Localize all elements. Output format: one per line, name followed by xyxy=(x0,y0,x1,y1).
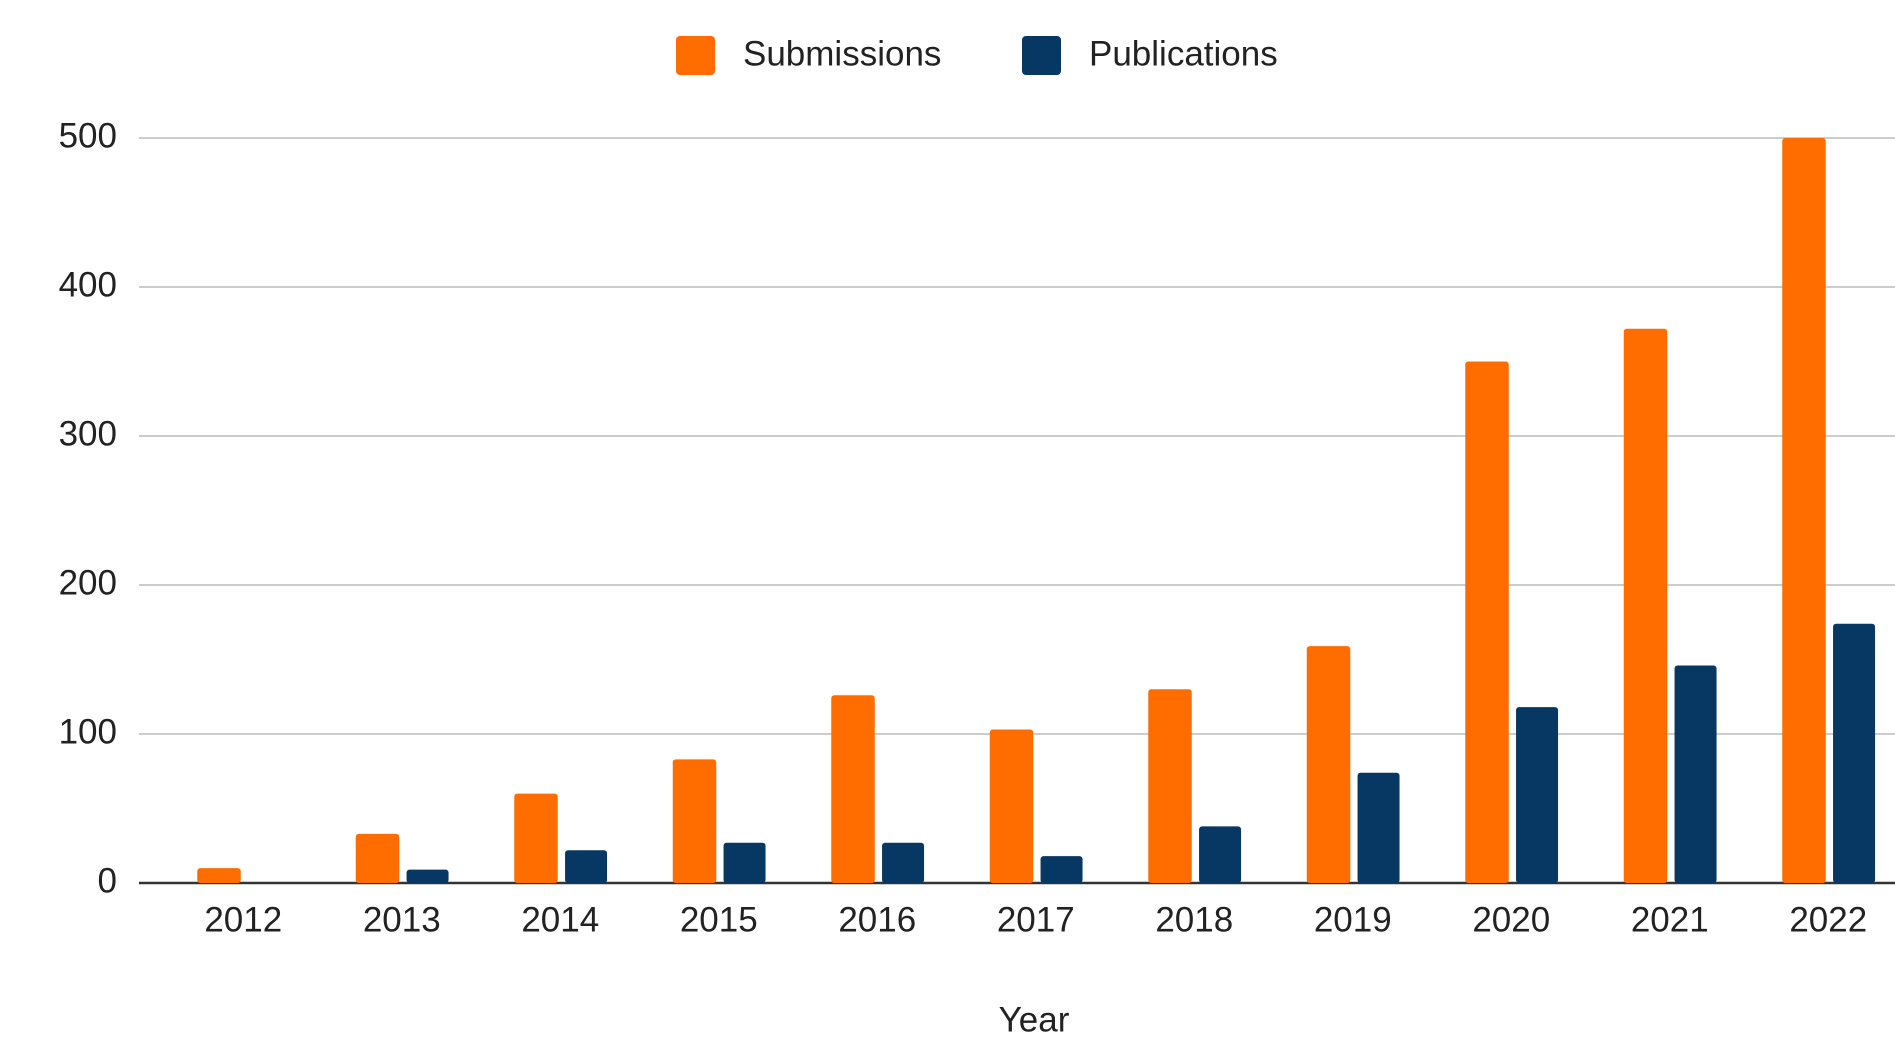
x-tick-label: 2019 xyxy=(1314,900,1392,939)
bar xyxy=(514,793,558,883)
x-axis-label: Year xyxy=(999,1000,1070,1039)
bar xyxy=(882,842,925,883)
x-tick-label: 2012 xyxy=(204,900,282,939)
legend-label: Submissions xyxy=(743,34,941,73)
bar xyxy=(197,868,241,883)
bar xyxy=(831,695,875,883)
x-tick-label: 2013 xyxy=(363,900,441,939)
legend-label: Publications xyxy=(1089,34,1278,73)
bar xyxy=(1040,856,1083,883)
bar xyxy=(406,869,449,883)
bar xyxy=(1782,138,1826,883)
legend-swatch xyxy=(1022,36,1061,75)
x-tick-label: 2016 xyxy=(838,900,916,939)
y-tick-label: 400 xyxy=(59,265,117,304)
x-tick-label: 2018 xyxy=(1155,900,1233,939)
bar xyxy=(1148,689,1192,883)
x-tick-label: 2021 xyxy=(1631,900,1709,939)
bar xyxy=(1465,361,1509,883)
bar xyxy=(1306,646,1351,883)
y-tick-label: 500 xyxy=(59,116,117,155)
bar xyxy=(1357,772,1400,883)
bar xyxy=(1199,826,1242,883)
bar xyxy=(1833,623,1876,883)
x-tick-label: 2014 xyxy=(521,900,599,939)
legend-swatch xyxy=(676,36,715,75)
bar xyxy=(989,729,1034,883)
bar xyxy=(1674,665,1717,883)
x-tick-label: 2017 xyxy=(997,900,1075,939)
x-tick-label: 2020 xyxy=(1472,900,1550,939)
bar xyxy=(672,759,717,883)
y-tick-label: 0 xyxy=(98,861,117,900)
x-tick-label: 2022 xyxy=(1789,900,1867,939)
bar xyxy=(1623,328,1668,884)
x-tick-label: 2015 xyxy=(680,900,758,939)
y-tick-label: 200 xyxy=(59,563,117,602)
bar xyxy=(565,850,608,883)
y-tick-label: 100 xyxy=(59,712,117,751)
bar xyxy=(1516,707,1559,883)
bar xyxy=(355,833,400,883)
bar xyxy=(723,842,766,883)
y-tick-label: 300 xyxy=(59,414,117,453)
